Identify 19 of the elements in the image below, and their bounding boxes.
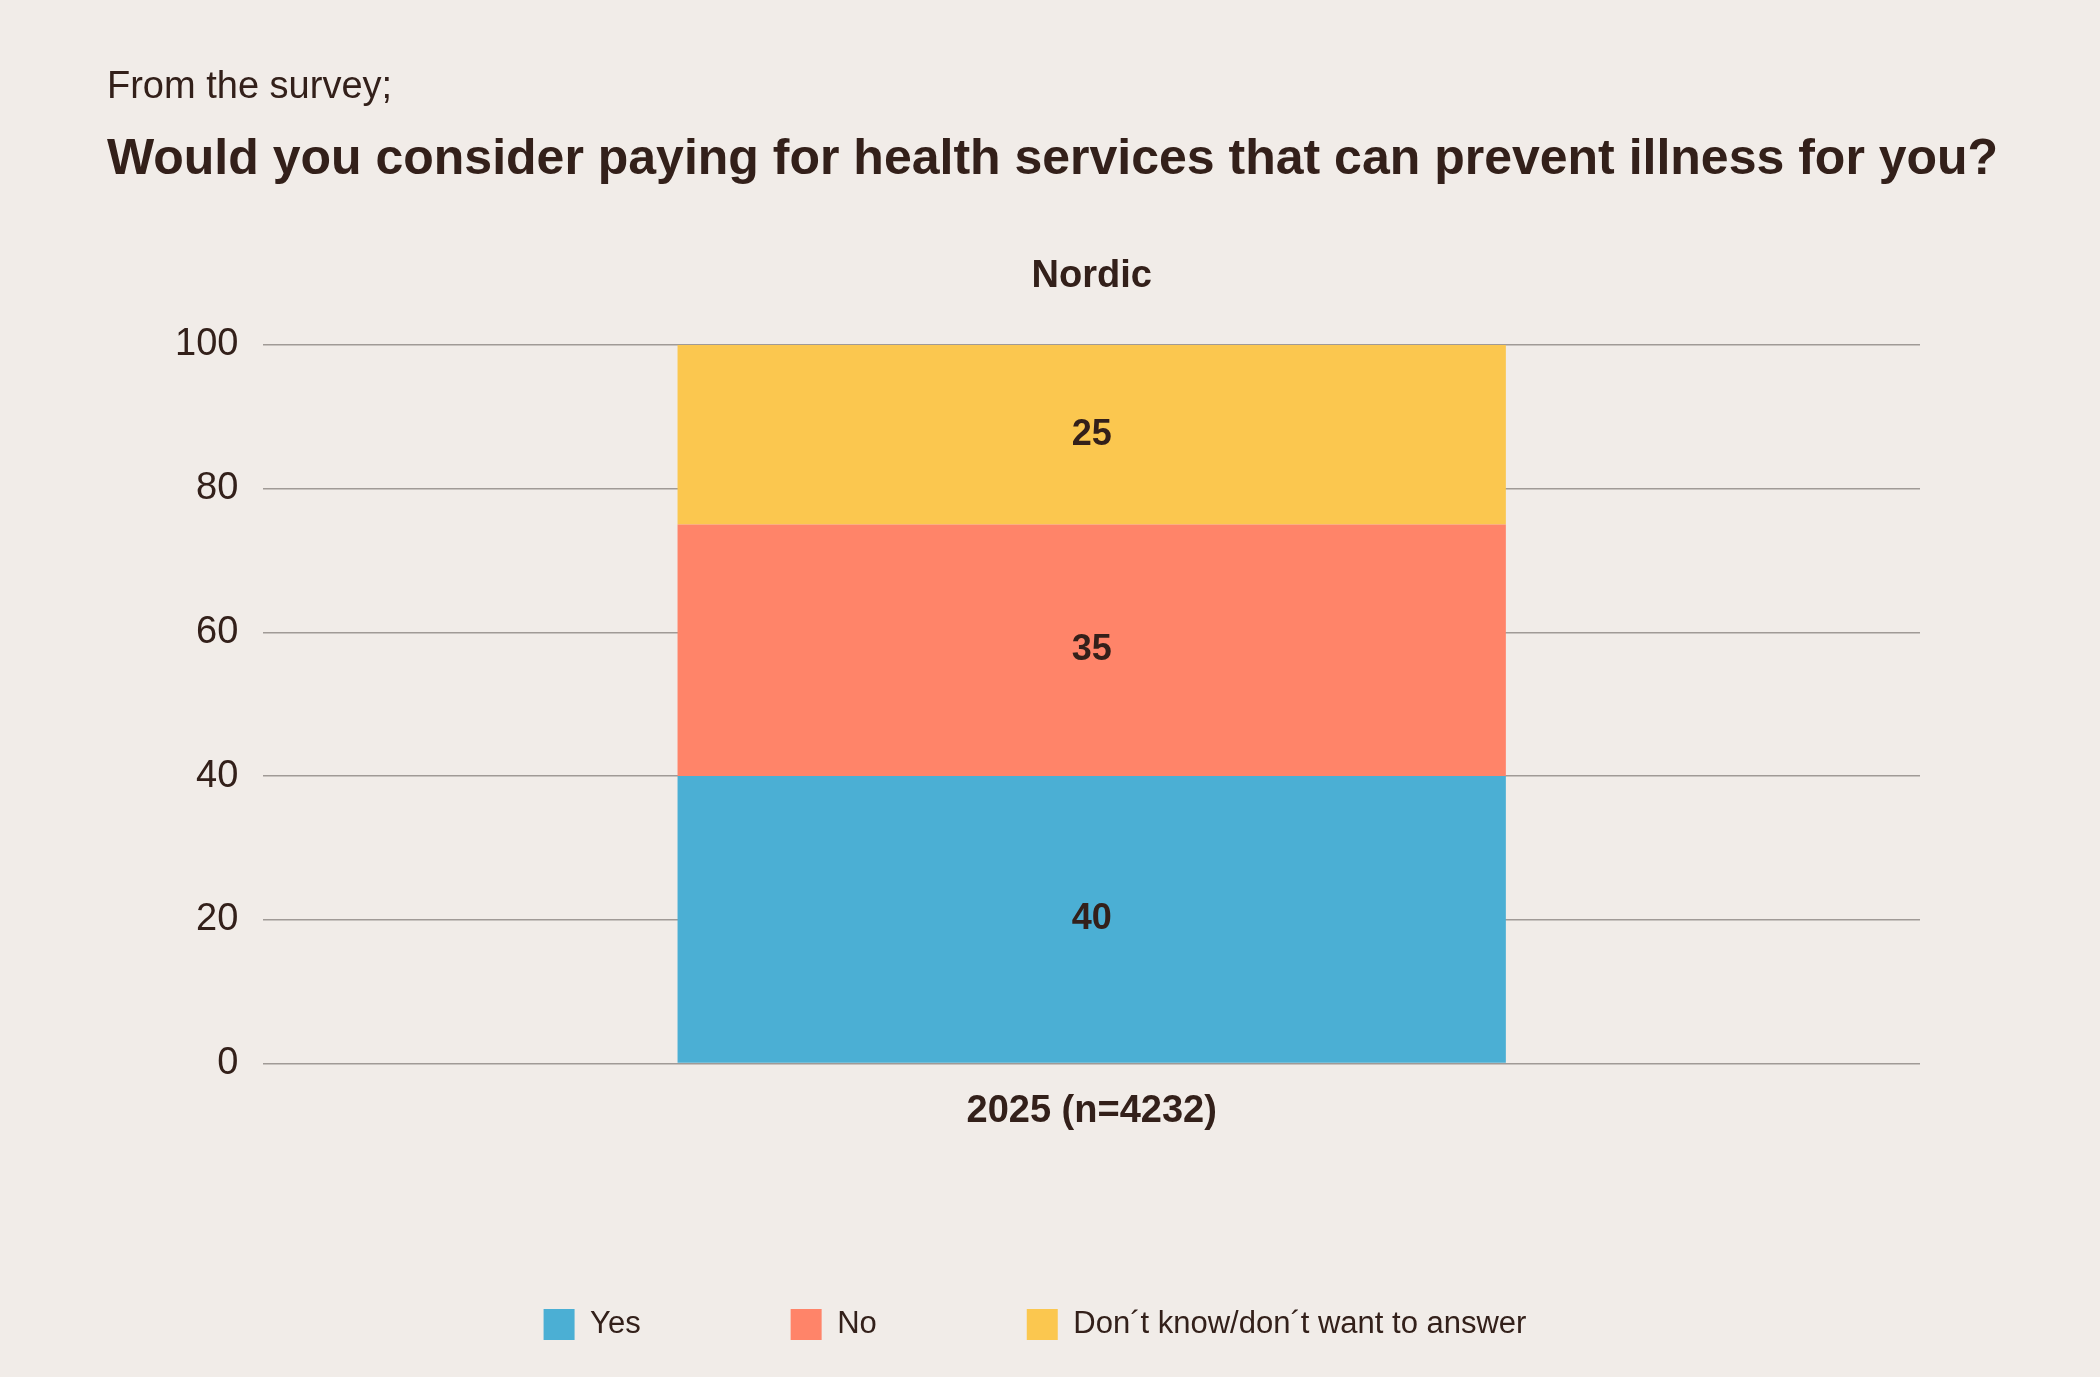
bar xyxy=(677,345,1506,525)
bar xyxy=(677,776,1506,1063)
chart-title: Would you consider paying for health services that can prevent illness for you? xyxy=(107,128,1999,186)
y-tick-label: 0 xyxy=(217,1039,239,1082)
text: Nordic xyxy=(1031,253,1152,296)
legend-label: No xyxy=(837,1305,877,1341)
y-tick-label: 40 xyxy=(196,752,239,795)
legend-label: Don´t know/don´t want to answer xyxy=(1073,1305,1527,1341)
y-tick-label: 20 xyxy=(196,896,239,939)
y-tick-label: 60 xyxy=(196,608,239,651)
y-tick-label: 80 xyxy=(196,465,239,508)
y-tick-label: 100 xyxy=(175,321,239,364)
legend-label: Yes xyxy=(590,1305,641,1341)
chart-subtitle: From the survey; xyxy=(107,64,393,107)
data-label: 35 xyxy=(1071,627,1112,669)
data-label: 25 xyxy=(1071,411,1112,453)
x-tick-label: 2025 (n=4232) xyxy=(966,1087,1217,1130)
bar xyxy=(677,524,1506,777)
data-label: 40 xyxy=(1071,896,1112,938)
